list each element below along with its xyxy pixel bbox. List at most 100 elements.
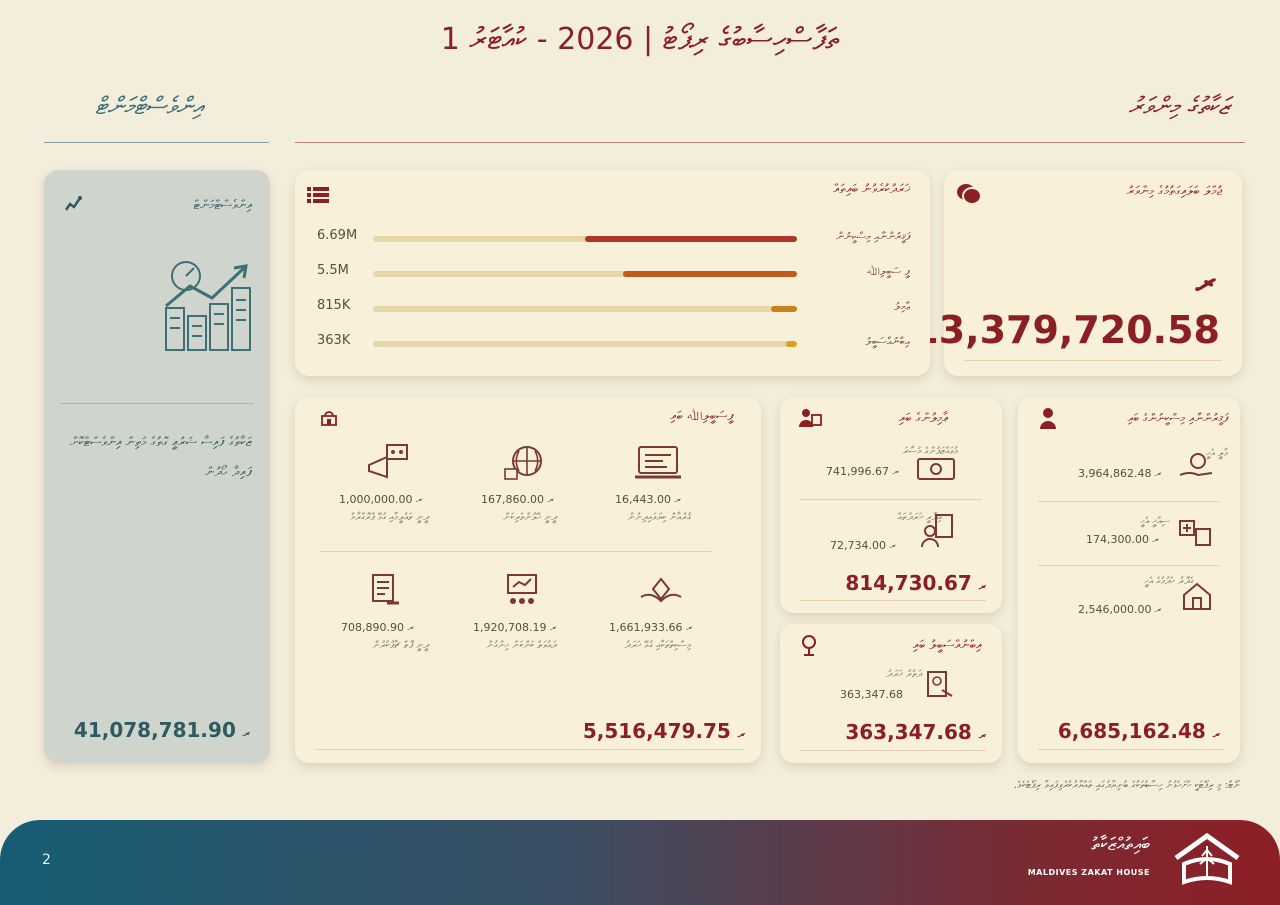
currency-symbol: ރ (1212, 727, 1220, 741)
sabeelillah-title: ފީސަބީލިﷲ ބައި (670, 409, 733, 424)
currency-symbol: ރ (889, 539, 897, 552)
travel-icon (802, 635, 816, 656)
house-icon (1183, 582, 1211, 610)
hand-coin-icon (1179, 453, 1213, 477)
bar-category-label: އިބްނުއްސަބީލު (865, 335, 910, 348)
aamil-item-amount: ރ 741,996.67 (826, 465, 899, 479)
section-heading-zakat: ޒަކާތުގެ މިންވަރު (1128, 92, 1230, 120)
card-divider (964, 360, 1222, 361)
laptop-certificate-icon (635, 446, 681, 479)
aamil-item-desc: އިދާރީ ޚަރަދުތައް (897, 512, 942, 523)
bar-track (373, 341, 797, 347)
bar-value-label: 815K (317, 298, 351, 313)
bar-fill (585, 236, 797, 242)
ibnussabeel-title: އިބްނުއްސަބީލު ބައި (912, 638, 982, 653)
megaphone-people-icon (368, 444, 408, 479)
bar-track (373, 306, 797, 312)
bar-category-label: ޢާމިލު (894, 300, 910, 313)
investment-note: ޒަކާތުގެ ފައިސާ ޝަރުޢީ ގޮތުގެ މަތިން އިނ… (70, 435, 252, 480)
sabeelillah-item-desc: ޤުރްއާން ކިޔަވައިދިނުން (627, 512, 691, 523)
expenditure-bar-card: ޚަރަދުކުރެވުނު ބައިތައް 6.69M ފަޤީރުންނާއ… (295, 170, 930, 376)
currency-symbol: ރ (1154, 467, 1162, 480)
aamil-card: ޢާމިލުންގެ ބައި މުވައްޒަފުންގެ މުސާރަ ރ … (780, 397, 1002, 613)
investment-divider (44, 142, 269, 143)
faqeer-card: ފަޤީރުންނާއި މިސްކީނުންގެ ބައި މާލީ އެހީ… (1018, 397, 1240, 763)
chart-hand-icon (64, 196, 82, 211)
section-heading-investment: އިންވެސްޓްމަންޓް (95, 92, 204, 120)
total-card-title: ޖުމްލަ ބަލައިގަތުމުގެ މިންވަރު (1126, 184, 1222, 199)
amount-value: 174,300.00 (1086, 533, 1149, 546)
investment-divider-line (60, 403, 254, 404)
investment-card: އިންވެސްޓްމަންޓް ޒަކާތުގެ ފައިސާ ޝަރުޢީ … (44, 170, 270, 763)
card-divider (315, 749, 745, 750)
bar-fill (622, 271, 797, 277)
currency-symbol: ރ (978, 579, 986, 593)
currency-symbol: ރ (1152, 533, 1160, 546)
staff-icon (799, 409, 822, 427)
sabeelillah-item-desc: ދީނީ ތަޢުލީމާއި ގުޅޭ ޕްރޮގްރާމް (350, 512, 429, 523)
globe-network-icon (504, 446, 542, 480)
amount-value: 1,920,708.19 (473, 621, 547, 634)
card-divider (319, 551, 711, 552)
footer-band: 2 ބައިތުއްޒަކާތު MALDIVES ZAKAT HOUSE (0, 820, 1280, 905)
building-growth-icon (165, 261, 251, 351)
bar-card-title: ޚަރަދުކުރެވުނު ބައިތައް (833, 182, 910, 197)
cash-icon (917, 458, 955, 480)
coins-icon (957, 184, 982, 205)
page-title: ތަފާސްހިސާބުގެ ރިޕޯޓު | 2026 - ކުއާޓަރު … (440, 22, 840, 57)
amount-value: 1,661,933.66 (609, 621, 683, 634)
card-divider (1038, 501, 1220, 502)
sabeelillah-item-desc: ދަޢުވަތު ކަންކަން ހިންގުން (486, 640, 557, 651)
investment-total: 41,078,781.90 ރ (74, 718, 250, 742)
ibnussabeel-item-desc: ދަތުރު ޚަރަދު (886, 669, 922, 680)
currency-symbol: ރ (1195, 262, 1216, 302)
amount-value: 1,000,000.00 (339, 493, 413, 506)
aamil-title: ޢާމިލުންގެ ބައި (899, 411, 948, 426)
card-divider (1038, 749, 1224, 750)
page-number: 2 (42, 852, 51, 868)
card-divider (800, 499, 982, 500)
logo-script: ބައިތުއްޒަކާތު (1091, 834, 1150, 855)
currency-symbol: ރ (978, 728, 986, 742)
faqeer-title: ފަޤީރުންނާއި މިސްކީނުންގެ ބައި (1127, 411, 1228, 425)
faqeer-item-desc: ސިއްޚީ އެހީ (1140, 516, 1170, 527)
amount-value: 16,443.00 (615, 493, 671, 506)
passport-icon (927, 671, 953, 697)
currency-symbol: ރ (892, 465, 900, 478)
amount-value: 741,996.67 (826, 465, 889, 478)
bar-fill (785, 341, 797, 347)
amount-value: 708,890.90 (341, 621, 404, 634)
bar-value-label: 363K (317, 333, 351, 348)
currency-symbol: ރ (737, 727, 745, 741)
faqeer-total: ރ 6,685,162.48 (1058, 719, 1220, 743)
faqeer-item-amount: ރ 2,546,000.00 (1078, 603, 1162, 617)
total-amount: 13,379,720.58 (912, 308, 1220, 352)
amount-value: 167,860.00 (481, 493, 544, 506)
sabeelillah-item-amount: ރ 1,000,000.00 (339, 493, 423, 507)
total-value: 6,685,162.48 (1057, 719, 1206, 743)
document-hand-icon (372, 574, 399, 605)
presentation-icon (507, 574, 537, 604)
investment-card-title: އިންވެސްޓްމަންޓް (193, 198, 252, 213)
currency-symbol: ރ (407, 621, 415, 634)
health-aid-icon (1179, 520, 1211, 546)
sabeelillah-card: ފީސަބީލިﷲ ބައި ރ 16,443.00 ޤުރްއާން ކިޔަ… (295, 397, 761, 763)
total-value: 5,516,479.75 (582, 719, 731, 743)
section-divider (295, 142, 1245, 143)
bar-value-label: 5.5M (317, 263, 349, 278)
sabeelillah-item-desc: ދީނީ ފޮތް ޗާޕުކުރުން (372, 640, 429, 651)
total-value: 814,730.67 (845, 571, 972, 595)
sabeelillah-item-amount: ރ 1,661,933.66 (609, 621, 693, 635)
investment-total-value: 41,078,781.90 (73, 718, 236, 742)
person-icon (1040, 408, 1056, 429)
total-value: 363,347.68 (845, 720, 972, 744)
aamil-item-desc: މުވައްޒަފުންގެ މުސާރަ (902, 446, 958, 457)
currency-symbol: ރ (547, 493, 555, 506)
faqeer-item-desc: މާލީ އެހީ (1205, 448, 1228, 459)
aamil-total: ރ 814,730.67 (845, 571, 986, 595)
employee-document-icon (921, 514, 953, 548)
faqeer-item-desc: ގެދޮރު ހެދުމުގެ އެހީ (1144, 576, 1194, 587)
card-divider (800, 600, 986, 601)
zakat-house-logo-icon (1174, 832, 1240, 885)
amount-value: 3,964,862.48 (1078, 467, 1152, 480)
